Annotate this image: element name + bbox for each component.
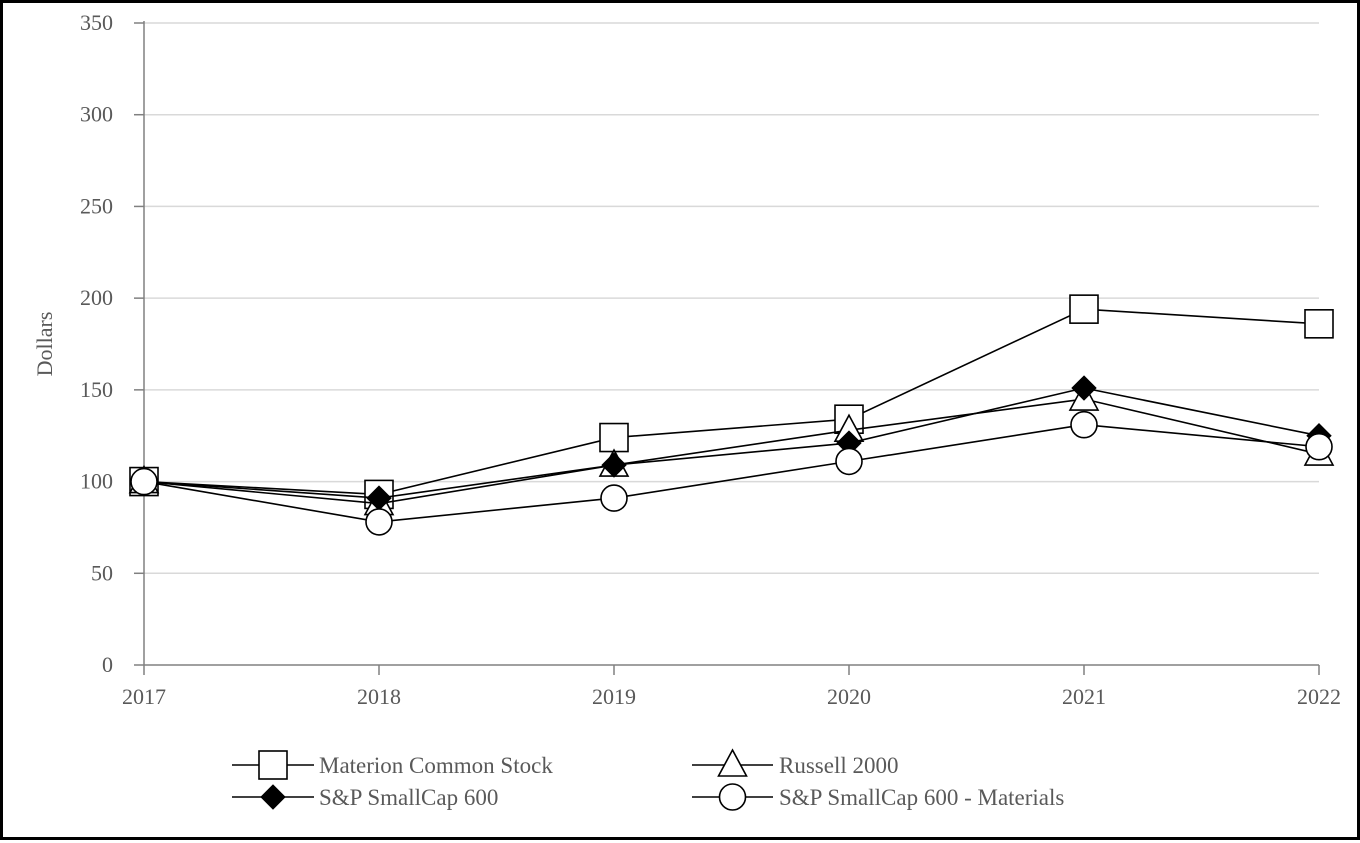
y-tick-label: 100 bbox=[80, 469, 113, 494]
series-line bbox=[143, 387, 1320, 499]
data-point bbox=[1305, 432, 1333, 461]
y-tick-label: 0 bbox=[102, 652, 113, 677]
data-point bbox=[1071, 375, 1097, 401]
gridlines bbox=[144, 22, 1319, 575]
data-point bbox=[365, 508, 393, 536]
legend-label: Materion Common Stock bbox=[319, 753, 553, 778]
data-point bbox=[599, 422, 629, 453]
y-axis-title: Dollars bbox=[32, 312, 57, 377]
legend-item: S&P SmallCap 600 bbox=[232, 784, 498, 810]
data-point bbox=[835, 447, 863, 476]
y-tick-label: 150 bbox=[80, 377, 113, 402]
y-tick-label: 350 bbox=[80, 10, 113, 35]
legend-marker bbox=[258, 750, 288, 780]
data-point bbox=[600, 484, 628, 512]
legend: Materion Common Stock Russell 2000 S&P Sma… bbox=[232, 748, 1064, 811]
y-tick-label: 200 bbox=[80, 285, 113, 310]
legend-label: S&P SmallCap 600 - Materials bbox=[779, 785, 1064, 810]
data-point bbox=[130, 467, 158, 496]
y-tick-label: 300 bbox=[80, 102, 113, 127]
line-chart: 0 50 100 150 200 250 300 350 2017 2018 2019 2020 202… bbox=[32, 10, 1341, 811]
series-line bbox=[143, 398, 1320, 505]
y-tick-label: 50 bbox=[91, 560, 113, 585]
series-2 bbox=[128, 382, 1335, 516]
x-tick-label: 2020 bbox=[827, 684, 871, 709]
x-tick-label: 2018 bbox=[357, 684, 401, 709]
data-point bbox=[601, 452, 627, 478]
series-line bbox=[143, 308, 1320, 496]
y-tick-label: 250 bbox=[80, 193, 113, 218]
x-tick-label: 2019 bbox=[592, 684, 636, 709]
legend-marker bbox=[717, 748, 748, 777]
x-tick-label: 2021 bbox=[1062, 684, 1106, 709]
series-layer bbox=[128, 294, 1335, 536]
legend-item: Russell 2000 bbox=[692, 748, 898, 778]
legend-label: Russell 2000 bbox=[779, 753, 898, 778]
legend-item: S&P SmallCap 600 - Materials bbox=[692, 783, 1064, 811]
data-point bbox=[1069, 294, 1099, 324]
legend-marker bbox=[718, 783, 747, 811]
legend-marker bbox=[260, 784, 286, 810]
legend-label: S&P SmallCap 600 bbox=[319, 785, 498, 810]
axes: 0 50 100 150 200 250 300 350 2017 2018 2019 2020 202… bbox=[80, 10, 1341, 709]
data-point bbox=[1070, 410, 1098, 439]
series-line bbox=[143, 423, 1320, 523]
legend-item: Materion Common Stock bbox=[232, 750, 553, 780]
x-tick-label: 2022 bbox=[1297, 684, 1341, 709]
series-4 bbox=[130, 410, 1333, 536]
x-tick-label: 2017 bbox=[122, 684, 166, 709]
data-point bbox=[1304, 309, 1334, 339]
